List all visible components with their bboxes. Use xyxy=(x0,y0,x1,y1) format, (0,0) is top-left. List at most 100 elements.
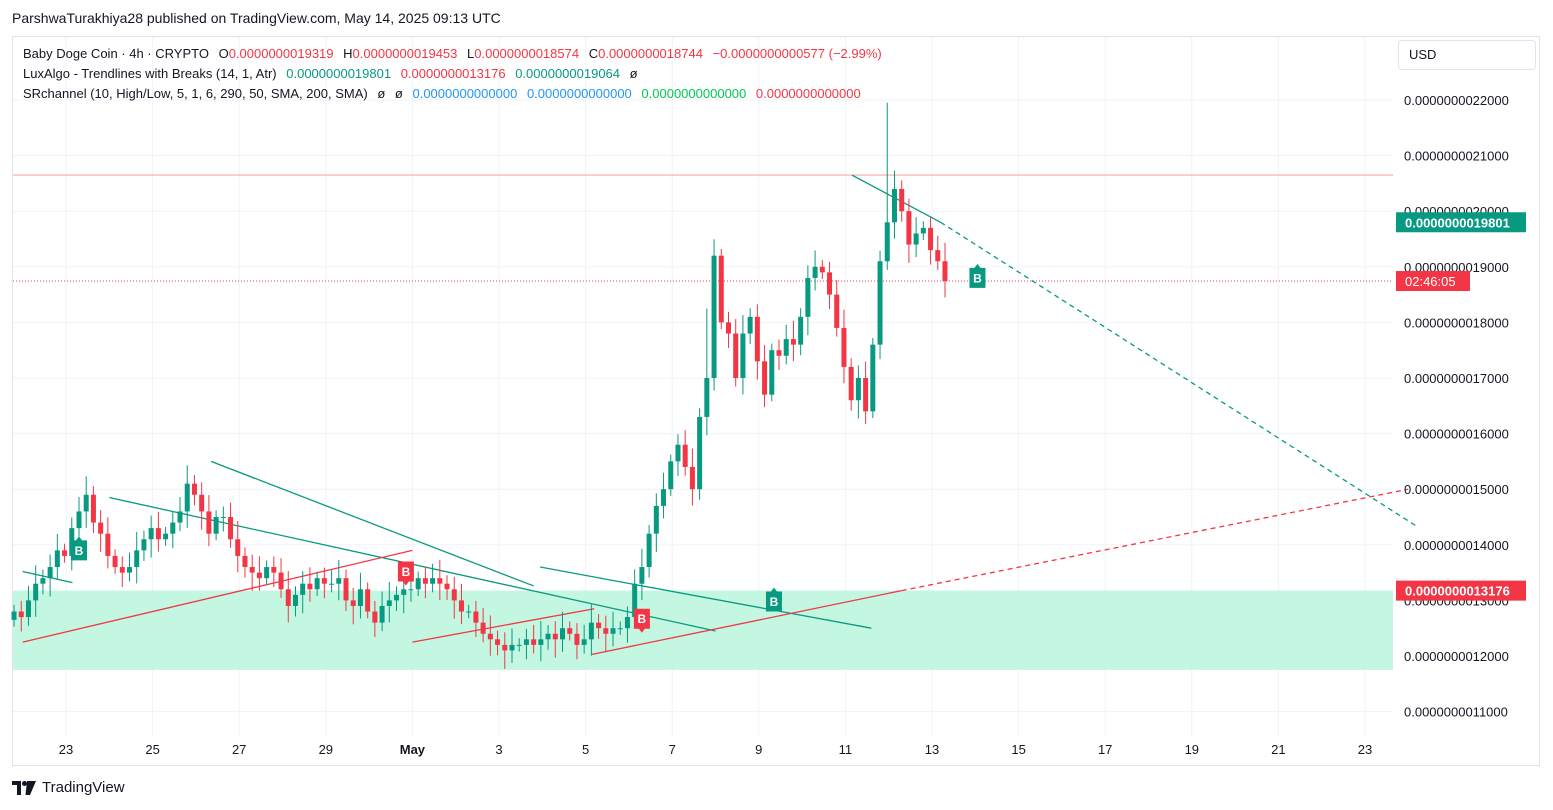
candle-body xyxy=(689,466,695,490)
candle-body xyxy=(632,583,638,618)
candle xyxy=(127,552,133,582)
candle-body xyxy=(415,578,421,590)
candle xyxy=(560,611,566,652)
candle xyxy=(942,242,948,298)
support-value-badge-box xyxy=(1396,580,1526,601)
candle xyxy=(668,454,674,496)
candle xyxy=(148,515,154,558)
candle xyxy=(415,571,421,596)
candle xyxy=(112,549,118,574)
candle xyxy=(819,260,825,280)
candle xyxy=(155,511,161,552)
footer-brand[interactable]: TradingView xyxy=(42,779,125,796)
candle xyxy=(466,604,472,619)
support-trendline xyxy=(591,589,902,655)
time-axis-label: 27 xyxy=(232,742,246,757)
candle-body xyxy=(646,533,652,568)
break-marker-badge xyxy=(70,536,87,561)
candle-body xyxy=(805,277,811,317)
candle xyxy=(841,309,847,384)
candle xyxy=(697,408,703,500)
candle xyxy=(372,600,378,638)
candle-body xyxy=(624,617,630,629)
candle-body xyxy=(386,600,392,606)
candle xyxy=(740,315,746,395)
candle-body xyxy=(942,261,948,282)
candle-body xyxy=(790,339,796,345)
candle-body xyxy=(228,517,234,540)
candle xyxy=(812,250,818,291)
candle-body xyxy=(62,550,68,556)
candle xyxy=(884,102,890,270)
candle xyxy=(653,493,659,553)
candle-body xyxy=(913,233,919,245)
candle xyxy=(184,465,190,528)
candle-body xyxy=(458,600,464,612)
candle-body xyxy=(256,572,262,579)
candle-body xyxy=(18,611,24,618)
candle xyxy=(98,510,104,553)
candle-body xyxy=(863,378,869,412)
candle-body xyxy=(639,567,645,584)
time-axis-label: 5 xyxy=(582,742,589,757)
candle-body xyxy=(466,611,472,613)
srchannel-na-1: ø xyxy=(377,86,386,101)
srchannel-value-3: 0.0000000000000 xyxy=(641,86,747,101)
candle-body xyxy=(509,644,515,651)
candle-body xyxy=(603,628,609,634)
candle xyxy=(62,543,68,563)
price-axis-label: 0.0000000017000 xyxy=(1404,371,1509,386)
candle-body xyxy=(379,605,385,623)
break-marker-label: B xyxy=(75,544,84,558)
candle xyxy=(191,475,197,506)
candle xyxy=(863,361,869,424)
candle-body xyxy=(83,494,89,512)
candle-body xyxy=(163,533,169,540)
candle-body xyxy=(610,628,616,634)
candle xyxy=(545,625,551,650)
candle-body xyxy=(11,611,17,620)
candle xyxy=(906,198,912,263)
candle xyxy=(430,563,436,593)
candle-body xyxy=(596,622,602,629)
candle xyxy=(170,511,176,549)
candle xyxy=(675,434,681,476)
candle-body xyxy=(25,600,31,618)
break-marker-badge xyxy=(397,561,414,586)
candle-body xyxy=(473,611,479,623)
candle-body xyxy=(812,266,818,278)
candle-body xyxy=(653,505,659,534)
luxalgo-indicator-name[interactable]: LuxAlgo - Trendlines with Breaks (14, 1,… xyxy=(23,66,277,81)
srchannel-indicator-name[interactable]: SRchannel (10, High/Low, 5, 1, 6, 290, 5… xyxy=(23,86,368,101)
symbol-label[interactable]: Baby Doge Coin · 4h · CRYPTO xyxy=(23,46,209,61)
candle xyxy=(762,344,768,408)
candle-body xyxy=(127,567,133,573)
candle xyxy=(581,624,587,654)
candle-body xyxy=(884,222,890,262)
candle-body xyxy=(206,511,212,534)
candle xyxy=(870,337,876,419)
candle xyxy=(798,308,804,356)
candle-body xyxy=(336,578,342,584)
candle-body xyxy=(891,188,897,223)
candle xyxy=(588,604,594,656)
price-axis-label: 0.0000000021000 xyxy=(1404,149,1509,164)
srchannel-value-4: 0.0000000000000 xyxy=(755,86,861,101)
candle xyxy=(783,324,789,365)
candle xyxy=(386,582,392,623)
candle-body xyxy=(350,600,356,606)
srchannel-na-2: ø xyxy=(394,86,403,101)
candle-body xyxy=(184,483,190,512)
candle xyxy=(199,482,205,530)
candle-body xyxy=(199,494,205,512)
candle xyxy=(292,586,298,617)
candle xyxy=(495,630,501,656)
candle-body xyxy=(834,294,840,328)
break-marker-label: B xyxy=(638,612,647,626)
candle xyxy=(473,600,479,638)
price-axis-label: 0.0000000018000 xyxy=(1404,315,1509,330)
currency-selector[interactable]: USD xyxy=(1398,40,1536,70)
candle-body xyxy=(451,589,457,601)
luxalgo-na: ø xyxy=(629,66,638,81)
